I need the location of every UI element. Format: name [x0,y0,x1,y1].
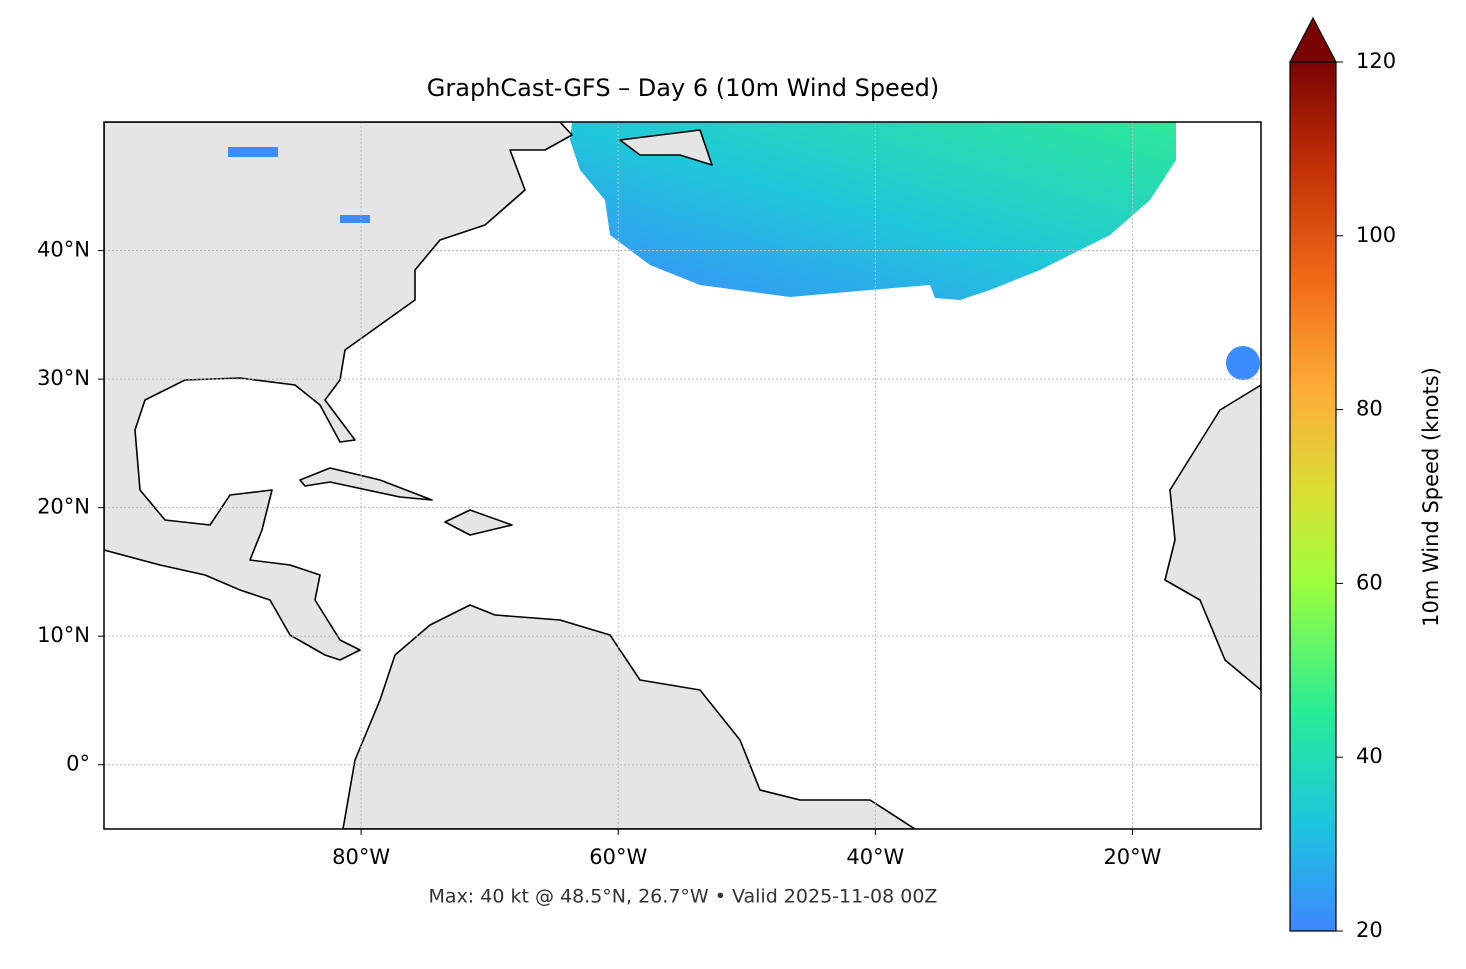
colorbar-tick-label: 80 [1356,397,1383,421]
y-tick-label: 10°N [37,623,90,647]
x-tick-label: 40°W [846,845,904,869]
colorbar-extend [1289,16,1337,63]
colorbar-label: 10m Wind Speed (knots) [1419,367,1443,627]
y-tick-label: 30°N [37,366,90,390]
newfoundland [619,129,713,166]
wind-patch [1226,346,1260,380]
map-frame [103,121,1262,830]
lake [340,215,370,223]
colorbar-tick-label: 60 [1356,570,1383,594]
colorbar-tick-label: 100 [1356,223,1396,247]
hispaniola [444,509,513,536]
y-tick-label: 20°N [37,495,90,519]
x-tick-label: 80°W [332,845,390,869]
title: GraphCast-GFS – Day 6 (10m Wind Speed) [427,74,939,102]
africa [1164,384,1261,691]
footer: Max: 40 kt @ 48.5°N, 26.7°W • Valid 2025… [429,886,938,908]
y-tick-label: 0° [66,752,90,776]
south-america [342,604,916,829]
colorbar-tick-label: 120 [1356,49,1396,73]
cuba [299,467,433,501]
north-america [104,122,573,661]
colorbar [1289,61,1337,932]
lake [228,147,278,157]
map-area [104,122,1261,829]
x-tick-label: 60°W [589,845,647,869]
colorbar-tick-label: 40 [1356,744,1383,768]
colorbar-tick-label: 20 [1356,918,1383,942]
y-tick-label: 40°N [37,238,90,262]
x-tick-label: 20°W [1103,845,1161,869]
wind-field [570,122,1176,300]
